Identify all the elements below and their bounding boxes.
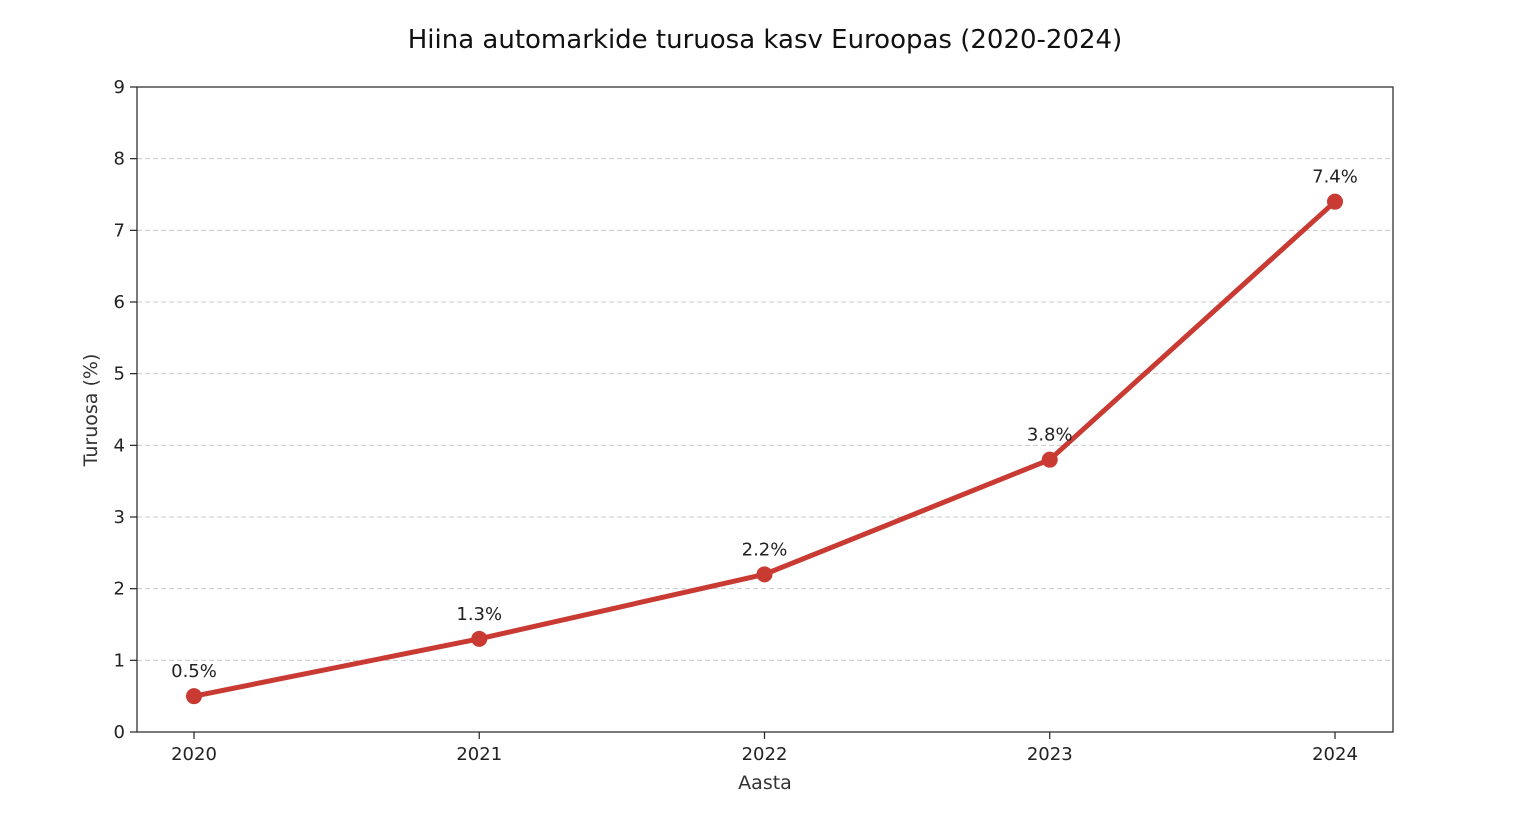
x-tick-label: 2020 — [171, 744, 217, 765]
x-tick-label: 2023 — [1027, 744, 1073, 765]
data-label: 7.4% — [1312, 167, 1358, 188]
y-tick-label: 1 — [114, 650, 125, 671]
data-label: 0.5% — [171, 661, 217, 682]
x-tick-label: 2022 — [742, 744, 788, 765]
chart-title: Hiina automarkide turuosa kasv Euroopas … — [408, 25, 1123, 55]
x-tick-label: 2024 — [1312, 744, 1358, 765]
data-point — [186, 688, 202, 705]
gridlines — [137, 158, 1393, 661]
x-axis-label: Aasta — [738, 772, 792, 794]
y-tick-label: 5 — [114, 364, 125, 385]
y-tick-label: 8 — [114, 149, 125, 170]
y-tick-label: 4 — [114, 435, 125, 456]
x-tick-label: 2021 — [456, 744, 502, 765]
y-tick-label: 0 — [114, 722, 125, 743]
y-tick-label: 6 — [114, 292, 125, 313]
data-point — [1327, 193, 1343, 210]
x-axis-ticks: 2020 2021 2022 2023 2024 — [171, 732, 1358, 765]
data-label: 1.3% — [456, 604, 502, 625]
data-label: 2.2% — [742, 539, 788, 560]
y-axis-label: Turuosa (%) — [80, 354, 102, 468]
y-tick-label: 3 — [114, 507, 125, 528]
series-line — [191, 199, 1338, 699]
data-labels: 0.5% 1.3% 2.2% 3.8% 7.4% — [171, 167, 1358, 683]
y-tick-label: 2 — [114, 579, 125, 600]
series-group — [191, 199, 1338, 699]
y-tick-label: 7 — [114, 220, 125, 241]
plot-area-frame — [136, 86, 1394, 733]
data-point — [756, 566, 773, 583]
y-tick-label: 9 — [114, 77, 125, 98]
data-point — [1041, 451, 1058, 468]
data-point — [471, 630, 488, 647]
y-axis-ticks: 0 1 2 3 4 5 6 7 8 9 — [114, 77, 137, 743]
data-points — [186, 193, 1343, 705]
data-label: 3.8% — [1027, 425, 1073, 446]
